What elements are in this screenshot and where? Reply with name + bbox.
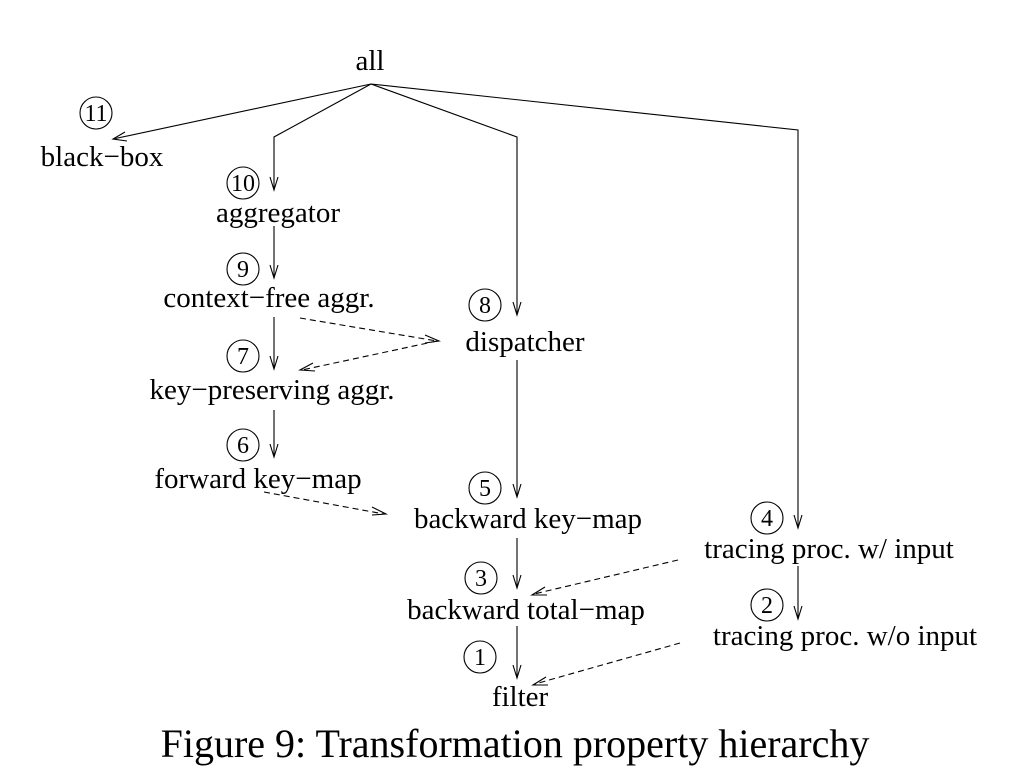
node-number: 10 [231,171,255,197]
node-label: backward key−map [414,503,642,535]
edge-all-to-aggregator [273,83,372,188]
node-label: backward total−map [407,594,645,626]
dashed-edges [263,317,681,686]
root-label: all [356,45,385,77]
arrowhead-black-box [111,131,128,142]
node-number: 1 [474,645,486,671]
arrowhead-filter [512,664,522,680]
node-number: 6 [237,433,249,459]
node-number-circle [468,471,502,505]
node-aggregator: 10 aggregator [216,166,340,229]
node-filter: 1 filter [463,640,549,713]
dashed-edge-context-free-to-dispatcher [299,317,438,342]
node-number: 5 [479,476,491,502]
dashed-edge-tracing-wo-to-filter [534,642,681,685]
dashed-edge-tracing-w-to-total-map [533,559,679,595]
figure-caption: Figure 9: Transformation property hierar… [161,721,870,766]
node-label: context−free aggr. [163,282,374,314]
dashed-edge-forward-to-backward [263,491,385,515]
node-number: 8 [479,293,491,319]
edge-all-to-black-box [112,83,372,140]
dashed-arrowhead-dispatcher [424,334,442,344]
arrowhead-backward-key-map [512,483,522,499]
node-label: black−box [41,141,164,173]
node-label: filter [492,681,549,713]
node-context-free-aggr: 9 context−free aggr. [163,252,375,314]
dashed-arrowhead-backward-key-map [371,506,389,516]
node-number-circle [463,640,497,674]
node-number-circle [226,252,260,286]
arrowhead-backward-total-map [512,574,522,590]
node-forward-key-map: 6 forward key−map [154,428,362,495]
node-number-circle [464,561,498,595]
dashed-arrowhead-key-preserving [298,362,316,372]
node-label: tracing proc. w/o input [713,620,977,652]
node-backward-key-map: 5 backward key−map [414,471,642,535]
node-number-circle [468,288,502,322]
arrowhead-aggregator [269,176,279,192]
node-dispatcher: 8 dispatcher [465,288,585,358]
node-number-circle [79,96,113,130]
node-label: dispatcher [465,326,585,358]
node-backward-total-map: 3 backward total−map [407,561,645,626]
node-number: 4 [761,506,773,532]
node-number: 9 [237,257,249,283]
arrowhead-forward-key-map [269,443,279,459]
node-tracing-proc-wo-input: 2 tracing proc. w/o input [713,588,977,652]
node-number-circle [750,501,784,535]
node-number-circle [226,428,260,462]
node-label: key−preserving aggr. [149,374,394,406]
node-number: 2 [761,593,773,619]
solid-edges [111,83,803,680]
edge-all-to-tracing-w-input [370,83,799,526]
node-number: 3 [475,566,487,592]
dashed-arrowhead-filter [531,676,548,686]
dashed-edge-dispatcher-to-key-preserving [301,340,438,371]
node-black-box: 11 black−box [41,96,164,173]
dashed-arrowhead-total-map [530,586,547,596]
arrowhead-tracing-wo-input [793,605,803,621]
node-tracing-proc-w-input: 4 tracing proc. w/ input [704,501,954,565]
arrowhead-tracing-w-input [793,514,803,530]
node-label: forward key−map [154,463,361,495]
node-label: aggregator [216,197,340,229]
node-number: 11 [84,101,107,127]
node-label: tracing proc. w/ input [704,533,954,565]
node-number-circle [226,166,260,200]
arrowhead-context-free [269,264,279,280]
arrowhead-key-preserving [269,355,279,371]
edge-all-to-dispatcher [370,83,518,313]
node-number-circle [226,339,260,373]
node-key-preserving-aggr: 7 key−preserving aggr. [149,339,395,406]
arrowhead-dispatcher [512,301,522,317]
node-number: 7 [237,344,249,370]
node-number-circle [750,588,784,622]
